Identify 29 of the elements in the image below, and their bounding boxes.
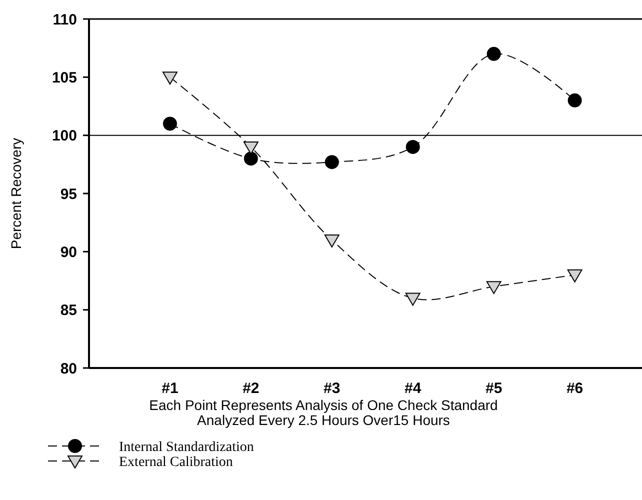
point: [486, 281, 502, 294]
point: [486, 46, 501, 61]
point: [324, 234, 340, 248]
legend-label: External Calibration: [119, 454, 233, 470]
x-axis-title: Each Point Represents Analysis of One Check Standard Analyzed Every 2.5 Hours Over15 Hours: [149, 397, 498, 428]
point: [162, 72, 178, 85]
y-tick-label: 100: [52, 128, 77, 145]
x-tick-label: #6: [566, 380, 584, 397]
point: [243, 141, 258, 154]
y-tick-label: 85: [60, 302, 77, 320]
y-tick-label: 80: [60, 360, 77, 378]
point: [162, 116, 177, 131]
x-tick-label: #2: [242, 380, 260, 397]
x-tick-label: #5: [485, 380, 502, 397]
legend-label: Internal Standardization: [119, 440, 254, 455]
point: [244, 152, 258, 166]
x-tick-label: #4: [404, 380, 422, 397]
point: [406, 140, 420, 154]
y-tick-label: 110: [52, 11, 77, 28]
y-tick-label: 105: [52, 69, 77, 86]
y-tick-label: 90: [60, 244, 77, 261]
x-tick-label: #3: [324, 380, 340, 397]
point: [567, 269, 582, 282]
y-axis-title: Percent Recovery: [8, 138, 24, 250]
x-tick-label: #1: [162, 380, 178, 397]
point: [405, 292, 420, 306]
point: [568, 93, 582, 108]
y-tick-label: 95: [60, 186, 77, 203]
point: [324, 155, 339, 170]
